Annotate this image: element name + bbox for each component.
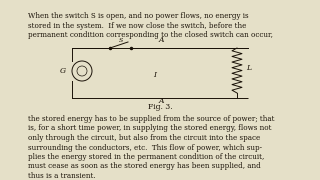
Text: Fig. 3.: Fig. 3. <box>148 103 172 111</box>
Text: thus is a transient.: thus is a transient. <box>28 172 96 180</box>
Text: I: I <box>154 71 156 79</box>
Text: When the switch S is open, and no power flows, no energy is: When the switch S is open, and no power … <box>28 12 249 20</box>
Text: stored in the system.  If we now close the switch, before the: stored in the system. If we now close th… <box>28 21 246 30</box>
Text: L: L <box>246 64 251 72</box>
Text: permanent condition corresponding to the closed switch can occur,: permanent condition corresponding to the… <box>28 31 273 39</box>
Text: S: S <box>119 38 123 43</box>
Text: only through the circuit, but also from the circuit into the space: only through the circuit, but also from … <box>28 134 260 142</box>
Text: A: A <box>158 36 164 44</box>
Text: A: A <box>158 97 164 105</box>
Text: G: G <box>60 67 66 75</box>
Text: surrounding the conductors, etc.  This flow of power, which sup-: surrounding the conductors, etc. This fl… <box>28 143 262 152</box>
Text: is, for a short time power, in supplying the stored energy, flows not: is, for a short time power, in supplying… <box>28 125 271 132</box>
Text: must cease as soon as the stored energy has been supplied, and: must cease as soon as the stored energy … <box>28 163 261 170</box>
Text: plies the energy stored in the permanent condition of the circuit,: plies the energy stored in the permanent… <box>28 153 264 161</box>
Text: the stored energy has to be supplied from the source of power; that: the stored energy has to be supplied fro… <box>28 115 275 123</box>
